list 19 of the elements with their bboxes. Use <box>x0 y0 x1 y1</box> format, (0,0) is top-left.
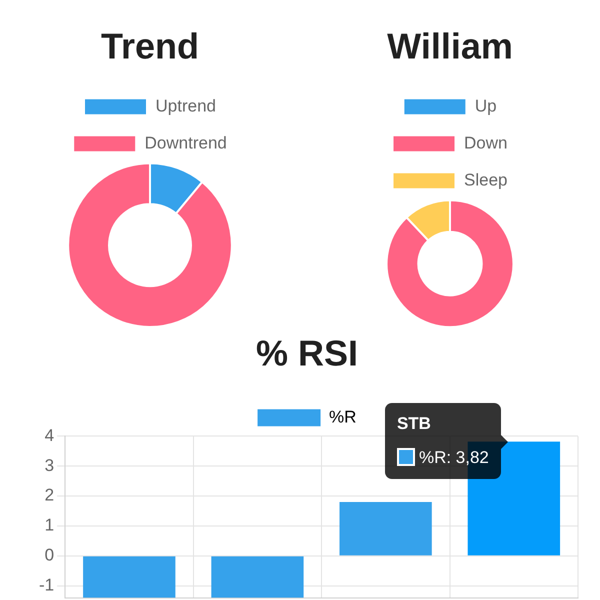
bar <box>211 556 304 598</box>
chart-title: Trend <box>100 26 200 67</box>
bar <box>340 502 432 556</box>
y-tick-label: -1 <box>38 576 54 595</box>
chart-title: % RSI <box>256 332 358 374</box>
legend-label: Sleep <box>464 170 508 190</box>
legend-label: %R <box>329 407 356 426</box>
legend-label: Down <box>464 133 508 152</box>
y-tick-label: 1 <box>44 516 54 535</box>
y-tick-label: 0 <box>44 546 54 565</box>
legend-label: Up <box>474 96 497 116</box>
legend-label: Uptrend <box>156 96 216 116</box>
data-label: %R: 3,82 <box>418 448 489 467</box>
y-tick-label: 2 <box>44 486 54 505</box>
legend-label: Downtrend <box>144 133 227 152</box>
y-tick-label: 4 <box>44 426 54 445</box>
y-tick-label: 3 <box>44 456 54 475</box>
bar <box>83 556 176 598</box>
chart-title: William <box>387 26 513 67</box>
